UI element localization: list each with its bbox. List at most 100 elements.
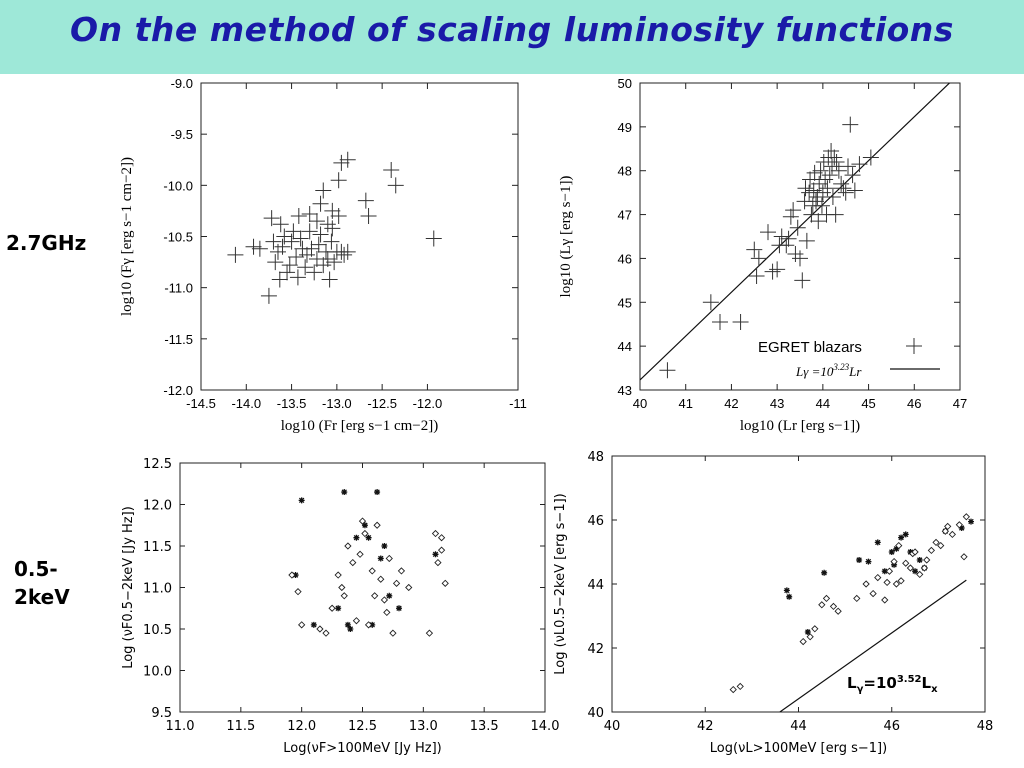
data-point-diamond <box>340 592 348 600</box>
x-tick-label: 14.0 <box>531 719 560 734</box>
data-point-diamond <box>322 629 330 637</box>
x-tick-label: 13.5 <box>470 719 499 734</box>
data-point-diamond <box>373 521 381 529</box>
plot-frame <box>179 462 546 713</box>
series-2 <box>288 517 449 637</box>
data-point <box>794 272 811 289</box>
data-point <box>360 208 377 225</box>
data-point-diamond <box>911 548 919 556</box>
chart-4: 40 42 44 46 48 40 42 44 46 48 Log(νL>100MeV [erg s… <box>553 450 993 756</box>
data-point-diamond <box>944 522 952 531</box>
y-tick-label: 49 <box>618 120 632 135</box>
y-tick-label: 43 <box>618 383 632 398</box>
data-point-star <box>374 489 381 496</box>
data-point-star <box>353 534 360 541</box>
data-point-diamond <box>941 527 950 535</box>
legend-entry-fit: Lγ =103.23Lr <box>795 362 862 379</box>
data-point <box>830 162 847 179</box>
data-point-diamond <box>397 567 406 575</box>
data-point <box>263 210 280 227</box>
x-tick-label: 40 <box>633 396 647 411</box>
y-tick-label: 48 <box>618 164 632 179</box>
data-point <box>339 151 356 168</box>
x-tick-label: -12.0 <box>413 396 443 411</box>
data-point-diamond <box>890 557 898 566</box>
data-point-star <box>377 555 384 562</box>
y-axis-label: log10 (Fγ [erg s−1 cm−2]) <box>119 157 135 316</box>
x-tick-label: 40 <box>604 719 621 734</box>
data-point <box>823 142 840 159</box>
data-point-diamond <box>829 602 838 611</box>
data-point <box>824 158 840 175</box>
y-tick-label: 10.0 <box>143 665 172 680</box>
data-point <box>833 175 850 192</box>
data-point <box>702 294 719 311</box>
data-point-diamond <box>883 578 891 587</box>
data-point-diamond <box>368 567 376 575</box>
data-point <box>425 230 442 247</box>
row-label-radio: 2.7GHz <box>6 231 87 255</box>
legend-marker-plus <box>906 338 922 354</box>
data-point-star <box>341 489 348 496</box>
y-tick-label: 48 <box>587 450 604 465</box>
data-point-diamond <box>906 564 915 572</box>
data-point <box>787 246 804 263</box>
data-point-diamond <box>437 546 446 554</box>
data-point <box>303 240 320 257</box>
data-point-diamond <box>294 588 302 596</box>
data-point <box>760 224 776 241</box>
y-tick-label: 46 <box>618 251 632 266</box>
data-point <box>840 158 856 175</box>
data-point-star <box>865 558 872 565</box>
data-point-diamond <box>885 567 894 575</box>
data-point-diamond <box>434 558 442 567</box>
data-point <box>315 257 332 274</box>
data-point-diamond <box>892 580 901 588</box>
data-point <box>319 251 336 268</box>
x-tick-label: 43 <box>770 396 784 411</box>
data-point <box>330 208 347 225</box>
y-tick-label: 10.5 <box>143 623 172 638</box>
data-point-star <box>874 539 881 546</box>
data-point-star <box>396 605 402 612</box>
data-point-star <box>881 568 888 575</box>
data-point-star <box>958 525 965 531</box>
data-point-star <box>898 534 905 541</box>
y-tick-label: 12.5 <box>143 457 172 472</box>
data-point-star <box>893 545 900 552</box>
data-point-diamond <box>834 607 842 615</box>
x-tick-label: 48 <box>977 719 994 734</box>
x-tick-label: 11.5 <box>226 719 255 734</box>
data-point-star <box>381 543 388 549</box>
series-1 <box>227 161 442 304</box>
data-point <box>298 246 315 263</box>
data-point <box>842 116 859 133</box>
data-point-diamond <box>874 573 882 582</box>
data-point <box>782 208 799 225</box>
x-tick-label: 42 <box>697 719 714 734</box>
x-tick-label: -12.5 <box>367 396 397 411</box>
x-tick-label: 13.0 <box>409 719 438 734</box>
data-point <box>732 314 749 331</box>
data-point-star <box>902 531 909 538</box>
y-tick-label: 50 <box>618 76 632 91</box>
data-point <box>826 149 843 166</box>
data-point <box>802 171 819 188</box>
y-tick-label: -11.0 <box>164 281 193 296</box>
data-point <box>814 184 831 201</box>
fit-line <box>640 83 951 381</box>
data-point-diamond <box>316 625 324 633</box>
series-1 <box>659 116 879 379</box>
data-point-diamond <box>923 556 931 564</box>
data-point <box>227 246 244 263</box>
data-point-star <box>361 522 368 529</box>
data-point <box>333 154 350 171</box>
data-point <box>810 213 827 230</box>
data-point <box>326 254 343 271</box>
data-point-diamond <box>334 571 342 579</box>
chart-3: 11.0 11.5 12.0 12.5 13.0 13.5 14.0 9.5 10.0 10.5 1… <box>121 457 559 756</box>
y-axis-label: Log (νF0.5−2keV [Jy Hz]) <box>121 506 136 669</box>
x-tick-label: 42 <box>724 396 738 411</box>
row-label-xray-line1: 0.5- <box>14 557 58 581</box>
